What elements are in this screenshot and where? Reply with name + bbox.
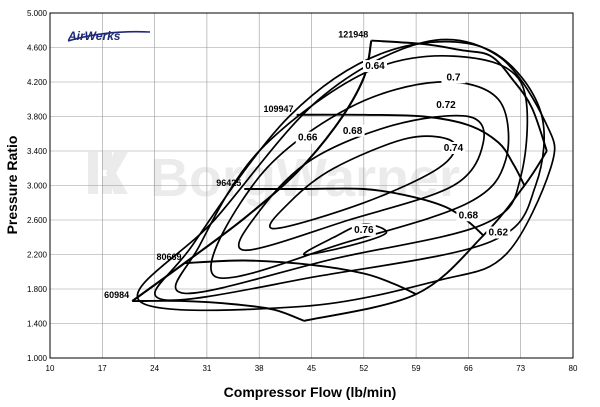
- speed-line-80669: [184, 259, 417, 296]
- efficiency-islands: [136, 38, 556, 312]
- efficiency-label-5: 0.74: [444, 143, 464, 154]
- speed-lines: [132, 39, 548, 322]
- efficiency-label-7: 0.62: [489, 228, 509, 239]
- efficiency-label-bg: [340, 124, 365, 137]
- efficiency-label-6: 0.68: [459, 210, 479, 221]
- watermark: BorgWarner: [88, 148, 460, 208]
- y-tick-label: 2.600: [27, 216, 48, 225]
- efficiency-contour-0-7: [210, 80, 510, 280]
- speed-label-96425: 96425: [216, 178, 241, 188]
- x-tick-label: 38: [255, 364, 264, 373]
- x-tick-label: 59: [412, 364, 421, 373]
- efficiency-label-bg: [351, 223, 376, 236]
- efficiency-label-4: 0.68: [343, 126, 363, 137]
- x-tick-label: 52: [359, 364, 368, 373]
- speed-label-80669: 80669: [156, 252, 181, 262]
- surge-line-group: [131, 40, 548, 322]
- speed-label-109947: 109947: [264, 104, 294, 114]
- y-tick-label: 1.400: [27, 320, 48, 329]
- x-tick-label: 17: [98, 364, 107, 373]
- speed-line-109947: [296, 113, 526, 186]
- efficiency-label-2: 0.72: [436, 100, 456, 111]
- speed-line-121948: [371, 39, 548, 152]
- efficiency-label-bg: [363, 60, 388, 73]
- x-tick-label: 10: [46, 364, 55, 373]
- x-tick-label: 80: [569, 364, 578, 373]
- efficiency-label-bg: [295, 131, 320, 144]
- efficiency-label-1: 0.7: [447, 72, 461, 83]
- efficiency-label-bg: [441, 142, 466, 154]
- x-tick-label: 45: [307, 364, 316, 373]
- choke-line: [303, 150, 548, 322]
- efficiency-label-bg: [456, 209, 481, 222]
- x-tick-label: 73: [516, 364, 525, 373]
- borgwarner-logo-icon: [88, 152, 128, 194]
- efficiency-contour-0-76: [303, 223, 388, 256]
- y-tick-label: 3.400: [27, 147, 48, 156]
- speed-label-121948: 121948: [338, 30, 368, 40]
- speed-line-96425: [244, 187, 484, 237]
- y-tick-label: 3.800: [27, 113, 48, 122]
- y-tick-label: 1.000: [27, 354, 48, 363]
- x-tick-label: 24: [150, 364, 159, 373]
- efficiency-label-8: 0.76: [354, 225, 374, 236]
- efficiency-label-3: 0.66: [298, 133, 318, 144]
- x-tick-label: 66: [464, 364, 473, 373]
- efficiency-contour-0-64: [136, 38, 556, 312]
- efficiency-label-bg: [441, 71, 466, 84]
- plot-frame: [49, 12, 574, 359]
- watermark-text: BorgWarner: [150, 148, 460, 208]
- y-axis-title: Pressure Ratio: [4, 136, 20, 235]
- y-tick-label: 4.600: [27, 44, 48, 53]
- efficiency-label-0: 0.64: [365, 61, 385, 72]
- x-axis-title: Compressor Flow (lb/min): [224, 384, 397, 400]
- y-tick-label: 2.200: [27, 251, 48, 260]
- logo-text: AirWerks: [67, 29, 121, 43]
- efficiency-contour-0-74: [268, 135, 457, 230]
- y-tick-label: 5.000: [27, 9, 48, 18]
- efficiency-contour-0-66: [154, 40, 545, 301]
- airwerks-logo: AirWerks: [67, 29, 151, 43]
- y-tick-label: 4.200: [27, 78, 48, 87]
- y-tick-label: 1.800: [27, 285, 48, 294]
- speed-line-60984: [132, 299, 305, 322]
- axis-ticks: 10 17 24 31 38 45 52 59 66 73 80 1.000 1.400 1.800 2.2…: [27, 9, 578, 373]
- efficiency-label-bg: [433, 98, 458, 111]
- x-tick-label: 31: [202, 364, 211, 373]
- map-labels: 60984 80669 96425 109947 121948 0.64 0.7 0.72 0.…: [104, 30, 511, 300]
- swoosh-icon: [67, 30, 151, 42]
- surge-line: [131, 40, 373, 302]
- efficiency-label-bg: [486, 226, 511, 239]
- speed-label-60984: 60984: [104, 290, 129, 300]
- y-tick-label: 3.000: [27, 182, 48, 191]
